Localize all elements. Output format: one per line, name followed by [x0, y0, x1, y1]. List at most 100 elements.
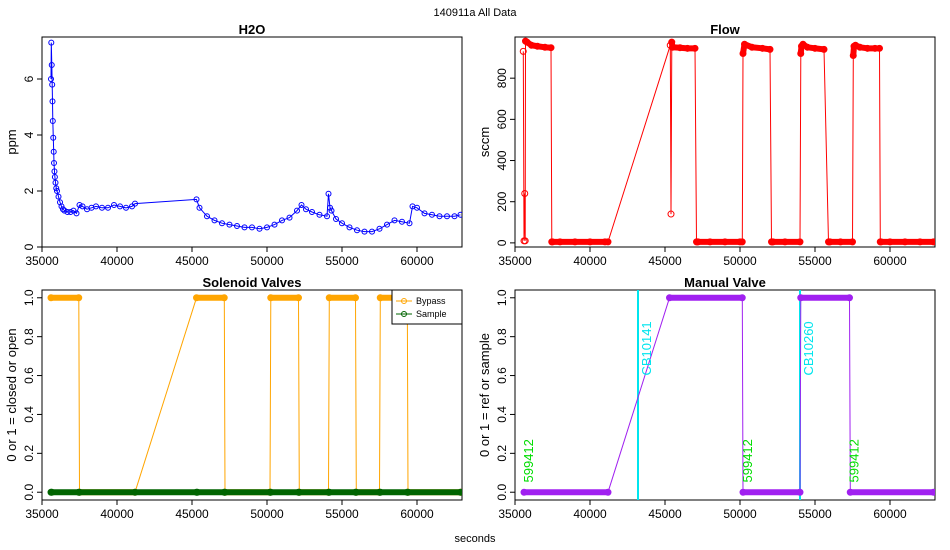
- data-point: [51, 174, 58, 180]
- data-point: [738, 294, 746, 302]
- data-point: [53, 185, 60, 192]
- data-point: [267, 294, 275, 302]
- x-tick-label: 45000: [648, 254, 682, 268]
- annotation-label: 599412: [847, 439, 862, 482]
- data-point: [49, 98, 56, 105]
- data-point: [429, 211, 435, 218]
- panel-manual: Manual Valve 0 or 1 = ref or sample 35000 4…: [477, 275, 936, 521]
- data-point: [226, 221, 233, 228]
- panel-solenoid: Solenoid Valves 0 or 1 = closed or open 35…: [4, 275, 463, 521]
- y-tick-label: 0.4: [495, 406, 509, 423]
- data-point: [916, 238, 924, 246]
- data-point: [601, 238, 609, 246]
- y-tick-label: 400: [495, 150, 509, 170]
- data-point: [876, 44, 883, 52]
- x-tick-label: 40000: [573, 507, 607, 521]
- data-point: [219, 220, 225, 227]
- data-point: [117, 203, 123, 210]
- y-axis-label: sccm: [477, 127, 492, 157]
- data-point: [49, 118, 56, 124]
- data-point: [47, 294, 55, 302]
- y-tick-label: 6: [22, 75, 36, 82]
- plot-frame: [514, 289, 936, 501]
- data-point: [48, 488, 56, 496]
- x-tick-label: 35000: [498, 507, 532, 521]
- y-tick-label: 0.0: [22, 484, 36, 501]
- x-tick-label: 35000: [25, 254, 59, 268]
- x-tick-label: 50000: [723, 254, 757, 268]
- data-point: [295, 488, 303, 496]
- data-point: [325, 294, 333, 302]
- data-point: [61, 207, 68, 214]
- plot-frame: [41, 289, 463, 501]
- x-tick-label: 35000: [498, 254, 532, 268]
- y-tick-label: 0.6: [22, 367, 36, 384]
- data-point: [781, 238, 789, 246]
- panel-flow: Flow sccm 35000 40000 45000 50000 55000 60000 0 2…: [477, 22, 936, 268]
- data-point: [666, 294, 673, 302]
- annotation-label: 599412: [521, 439, 536, 482]
- x-tick-label: 50000: [250, 507, 284, 521]
- data-point: [741, 40, 748, 48]
- data-point: [414, 204, 420, 211]
- y-tick-label: 0.0: [495, 484, 509, 501]
- data-point: [79, 203, 86, 210]
- data-point: [684, 44, 691, 52]
- data-point: [549, 238, 556, 246]
- reference-line-label: CB10141: [639, 321, 654, 375]
- data-point: [669, 43, 676, 51]
- plot-frame: [514, 36, 936, 248]
- data-point: [856, 43, 864, 51]
- data-point: [352, 488, 360, 496]
- y-tick-label: 0.8: [22, 328, 36, 345]
- data-point: [521, 189, 529, 197]
- x-tick-label: 40000: [100, 254, 134, 268]
- data-point: [877, 238, 885, 246]
- data-point: [811, 44, 819, 52]
- data-point: [534, 42, 541, 50]
- data-point: [738, 238, 746, 246]
- series-line: [524, 297, 934, 493]
- data-point: [586, 238, 594, 246]
- data-point: [196, 204, 203, 211]
- legend-swatch-point: [401, 298, 407, 304]
- data-point: [123, 204, 129, 211]
- data-point: [849, 238, 856, 246]
- data-point: [325, 488, 333, 496]
- data-point: [521, 237, 529, 245]
- data-point: [221, 488, 229, 496]
- data-point: [759, 44, 766, 52]
- data-point: [354, 227, 360, 234]
- data-point: [571, 238, 579, 246]
- y-tick-label: 200: [495, 191, 509, 211]
- data-run: [812, 45, 827, 53]
- data-point: [769, 238, 777, 246]
- x-tick-label: 40000: [100, 507, 134, 521]
- data-point: [220, 294, 228, 302]
- data-point: [55, 193, 62, 200]
- x-tick-label: 60000: [400, 254, 434, 268]
- legend-label: Bypass: [416, 296, 446, 306]
- data-point: [864, 44, 871, 52]
- data-point: [804, 43, 811, 51]
- data-point: [339, 220, 345, 227]
- y-tick-label: 1.0: [495, 289, 509, 306]
- data-point: [376, 225, 383, 232]
- data-point: [295, 294, 302, 302]
- legend: Bypass Sample: [391, 289, 463, 325]
- data-point: [51, 160, 57, 166]
- y-axis-label: 0 or 1 = ref or sample: [477, 333, 492, 457]
- y-tick-label: 1.0: [22, 289, 36, 306]
- data-point: [241, 224, 248, 231]
- legend-label: Sample: [416, 309, 447, 319]
- data-point: [211, 217, 218, 224]
- data-point: [668, 38, 676, 46]
- data-point: [520, 488, 528, 496]
- data-point: [797, 49, 805, 57]
- plot-frame: [41, 36, 463, 248]
- x-tick-label: 45000: [175, 507, 209, 521]
- data-point: [457, 211, 462, 218]
- x-tick-label: 60000: [400, 507, 434, 521]
- panel-h2o: H2O ppm 35000 40000 45000 50000 55000 60000 0 2 4 6: [4, 22, 463, 268]
- data-point: [264, 224, 270, 231]
